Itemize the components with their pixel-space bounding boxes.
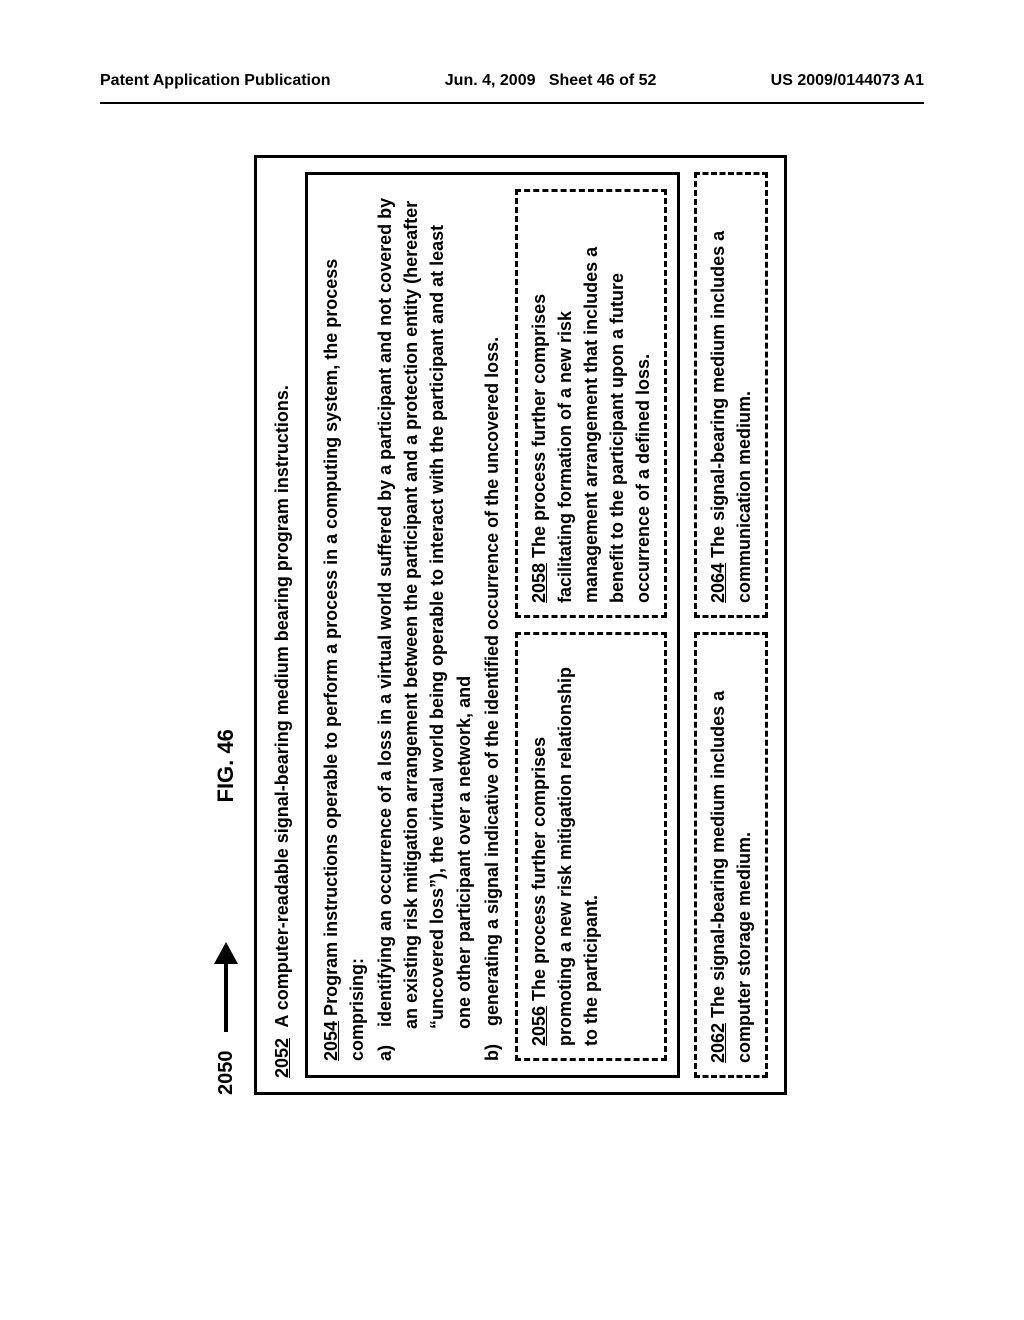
claim-box-2058: 2058 The process further comprises facil… [515, 189, 667, 618]
figure-ref-number: 2050 [215, 1051, 238, 1096]
claim-num-2064: 2064 [708, 563, 728, 603]
lead-arrow-icon [210, 943, 242, 1033]
figure-content-area: 2050 FIG. 46 2052 A computer-readable si… [210, 155, 910, 1095]
header-rule [100, 102, 924, 104]
claim-2054-lead: 2054 Program instructions operable to pe… [318, 189, 370, 1061]
claim-num-2054: 2054 [321, 1021, 341, 1061]
header-right: US 2009/0144073 A1 [771, 72, 924, 90]
claim-box-2064: 2064 The signal-bearing medium includes … [694, 172, 768, 618]
claim-box-2056: 2056 The process further comprises promo… [515, 632, 667, 1061]
figure-label-row: 2050 FIG. 46 [210, 155, 242, 1095]
claim-num-2062: 2062 [708, 1023, 728, 1063]
figure-title: FIG. 46 [213, 729, 239, 802]
rotated-figure: 2050 FIG. 46 2052 A computer-readable si… [210, 155, 910, 1095]
page-header: Patent Application Publication Jun. 4, 2… [100, 72, 924, 90]
claim-box-2052: 2052 A computer-readable signal-bearing … [254, 155, 787, 1095]
dashed-row-bottom: 2062 The signal-bearing medium includes … [694, 172, 768, 1078]
claim-2052-text: 2052 A computer-readable signal-bearing … [269, 172, 295, 1078]
claim-box-2062: 2062 The signal-bearing medium includes … [694, 632, 768, 1078]
claim-num-2052: 2052 [272, 1038, 292, 1078]
dashed-row-top: 2056 The process further comprises promo… [515, 189, 667, 1061]
header-left: Patent Application Publication [100, 72, 331, 90]
header-center: Jun. 4, 2009 Sheet 46 of 52 [445, 72, 657, 90]
claim-2054-item-b: b) generating a signal indicative of the… [479, 189, 505, 1061]
claim-num-2058: 2058 [529, 563, 549, 603]
claim-2054-item-a: a) identifying an occurrence of a loss i… [372, 189, 476, 1061]
claim-num-2056: 2056 [529, 1006, 549, 1046]
claim-box-2054: 2054 Program instructions operable to pe… [305, 172, 680, 1078]
